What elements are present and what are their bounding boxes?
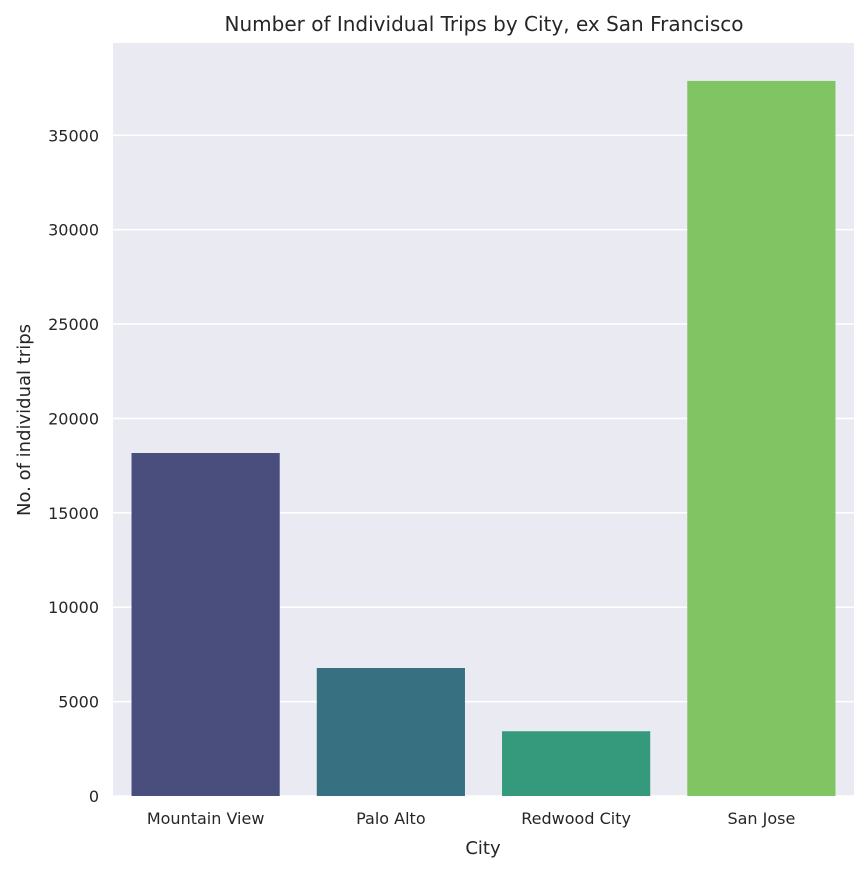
bars	[131, 80, 836, 797]
bar-palo-alto	[316, 668, 465, 796]
y-axis-label: No. of individual trips	[14, 324, 35, 516]
y-tick-labels: 0 5000 10000 15000 20000 25000 30000 35000	[48, 126, 99, 806]
bar-san-jose	[687, 80, 836, 797]
y-tick-label: 30000	[48, 221, 99, 240]
x-axis-label: City	[465, 838, 501, 859]
y-tick-label: 10000	[48, 598, 99, 617]
chart-title: Number of Individual Trips by City, ex S…	[225, 12, 744, 36]
y-tick-label: 25000	[48, 315, 99, 334]
x-tick-labels: Mountain View Palo Alto Redwood City San Jo…	[147, 809, 795, 828]
y-tick-label: 0	[89, 787, 99, 806]
bar-mountain-view	[131, 453, 280, 796]
y-tick-label: 20000	[48, 409, 99, 428]
x-tick-label: San Jose	[727, 809, 795, 828]
y-tick-label: 35000	[48, 126, 99, 145]
y-tick-label: 5000	[58, 693, 99, 712]
x-tick-label: Mountain View	[147, 809, 265, 828]
bar-redwood-city	[502, 731, 651, 796]
x-tick-label: Redwood City	[521, 809, 631, 828]
x-tick-label: Palo Alto	[356, 809, 426, 828]
y-tick-label: 15000	[48, 504, 99, 523]
